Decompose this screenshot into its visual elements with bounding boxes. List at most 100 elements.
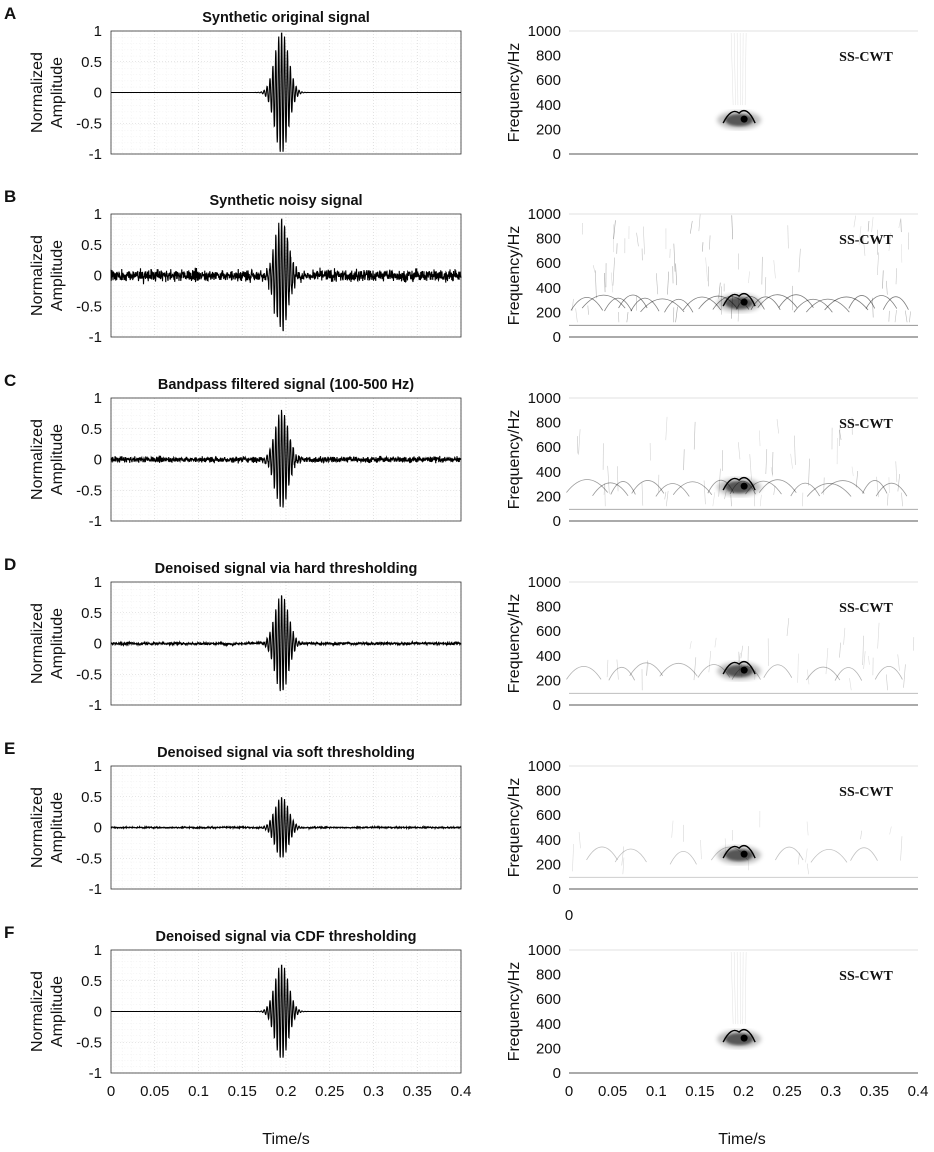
tf-streak <box>749 454 752 480</box>
tf-streak <box>895 461 898 482</box>
tf-streak <box>689 641 692 649</box>
tf-arc <box>682 296 722 311</box>
tf-label: SS-CWT <box>839 50 893 65</box>
panel-letter: B <box>4 187 16 206</box>
waveform-plot: Synthetic original signal 1 0.5 0 -0.5 -1 Norm… <box>29 10 462 163</box>
tf-hotspot-ridge <box>722 845 756 859</box>
freq-tick-label: 800 <box>536 967 561 984</box>
tf-arc <box>790 482 820 497</box>
tf-plot: 1000 800 600 400 200 0 SS-CWT Frequency/Hz <box>506 390 918 530</box>
tf-streak <box>886 674 888 691</box>
tf-streak <box>786 618 790 637</box>
tf-hotspot-ridge <box>722 110 756 124</box>
tf-plot: 1000 800 600 400 200 0 SS-CWT Frequency/Hz <box>506 206 918 346</box>
tf-plot: 1000 800 600 400 200 0 SS-CWT Frequency/Hz <box>506 758 918 898</box>
frequency-axis-label: Frequency/Hz <box>506 962 523 1062</box>
tf-streak <box>703 480 706 505</box>
tf-hotspot <box>717 32 762 130</box>
tf-streak <box>808 458 810 486</box>
tf-arc <box>763 664 793 678</box>
tf-arc <box>882 296 909 310</box>
freq-tick-label: 600 <box>536 807 561 824</box>
panel-letter: D <box>4 555 16 574</box>
tf-streak <box>612 257 615 286</box>
tf-streak <box>575 308 578 323</box>
y-tick-label: -0.5 <box>76 850 102 867</box>
panel-letter: E <box>4 739 15 758</box>
tf-hotspot-peak <box>740 115 748 123</box>
tf-streak <box>897 654 900 671</box>
y-tick-label: -1 <box>89 146 102 163</box>
tf-streak <box>894 309 897 323</box>
x-tick-label: 0.15 <box>685 1083 714 1100</box>
tf-streak <box>592 265 596 273</box>
time-axis-label-left: Time/s <box>262 1131 309 1148</box>
tf-streak <box>853 215 857 228</box>
y-tick-label: -1 <box>89 697 102 714</box>
tf-streak <box>702 242 704 252</box>
tf-hotspot-ridge <box>722 477 756 491</box>
amplitude-axis-label: Normalized Amplitude <box>29 971 66 1052</box>
tf-streak <box>664 491 667 500</box>
y-tick-label: -1 <box>89 513 102 530</box>
x-tick-label: 0.35 <box>860 1083 889 1100</box>
panel-a: A Synthetic original signal 1 0.5 0 -0.5 -1 Nor… <box>4 4 918 163</box>
tf-label: SS-CWT <box>839 969 893 984</box>
x-tick-label: 0.4 <box>451 1083 472 1100</box>
tf-streak <box>607 465 610 494</box>
y-tick-label: 0.5 <box>81 237 102 254</box>
tf-streak <box>900 836 903 861</box>
tf-arc <box>640 298 685 313</box>
tf-streak <box>898 220 901 229</box>
tf-arc <box>834 667 863 681</box>
tf-streak <box>764 277 767 296</box>
freq-tick-label: 1000 <box>528 206 561 223</box>
panel-letter: F <box>4 923 14 942</box>
tf-hotspot-peak <box>740 482 748 490</box>
tf-hotspot-peak <box>740 850 748 858</box>
y-tick-label: 1 <box>94 942 102 959</box>
tf-streak <box>708 650 712 673</box>
tf-plot: 1000 800 600 400 200 0 SS-CWT Frequency/Hz <box>506 23 918 163</box>
y-tick-label: 0 <box>94 268 102 285</box>
tf-arc <box>775 846 804 861</box>
y-tick-label: 0.5 <box>81 54 102 71</box>
tf-streak <box>872 297 874 318</box>
freq-tick-label: 200 <box>536 304 561 321</box>
tf-arc <box>614 848 647 863</box>
panel-title: Synthetic original signal <box>202 10 370 26</box>
panel-title: Denoised signal via CDF thresholding <box>155 929 416 945</box>
freq-tick-label: 400 <box>536 832 561 849</box>
tf-hotspot <box>717 951 762 1049</box>
tf-streak <box>851 466 854 477</box>
tf-streak <box>643 226 645 255</box>
tf-arc <box>566 665 602 680</box>
tf-hotspot <box>717 293 762 313</box>
panel-e: E Denoised signal via soft thresholding10… <box>4 739 918 898</box>
tf-streak <box>901 244 903 263</box>
panel-d: D Denoised signal via hard thresholding10… <box>4 555 918 714</box>
tf-texture <box>566 618 918 694</box>
waveform-line <box>110 409 462 508</box>
tf-streak <box>646 663 649 676</box>
freq-tick-label: 0 <box>553 881 561 898</box>
freq-tick-label: 200 <box>536 1040 561 1057</box>
tf-hotspot-core <box>725 297 754 310</box>
tf-hotspot-ridge <box>722 293 756 307</box>
tf-hotspot-core <box>725 665 754 678</box>
tf-streak <box>761 256 763 285</box>
y-tick-label: 0 <box>94 1004 102 1021</box>
tf-streak <box>730 951 734 1025</box>
tf-streak <box>594 270 597 299</box>
y-tick-label: 0 <box>94 452 102 469</box>
tf-streak <box>731 215 733 240</box>
tf-label: SS-CWT <box>839 233 893 248</box>
waveform-plot: Bandpass filtered signal (100-500 Hz) 1 0.… <box>29 377 462 530</box>
tf-streak <box>636 232 639 247</box>
frequency-axis-label: Frequency/Hz <box>506 410 523 510</box>
panel-b: B Synthetic noisy signal 1 0.5 0 -0.5 -1 Normal… <box>4 187 918 346</box>
tf-streak <box>698 214 701 232</box>
freq-tick-label: 0 <box>553 697 561 714</box>
tf-streak <box>587 305 589 315</box>
freq-tick-label: 400 <box>536 1016 561 1033</box>
